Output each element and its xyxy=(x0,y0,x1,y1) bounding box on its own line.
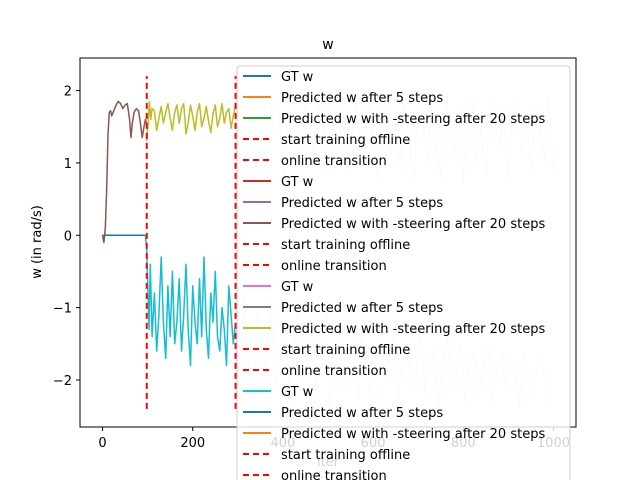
y-axis: −2 −1 0 1 2 xyxy=(53,85,80,389)
x-tick-label: 200 xyxy=(180,436,205,451)
y-tick-label: −2 xyxy=(53,374,72,389)
legend-label: Predicted w after 5 steps xyxy=(281,91,443,106)
series-line-4 xyxy=(144,235,237,367)
series-line-0 xyxy=(101,100,148,244)
legend-label: start training offline xyxy=(281,448,410,463)
y-tick-label: 0 xyxy=(64,229,72,244)
legend-label: GT w xyxy=(281,70,314,85)
legend-label: GT w xyxy=(281,280,314,295)
y-axis-title: w (in rad/s) xyxy=(30,205,45,279)
y-tick-label: −1 xyxy=(53,302,72,317)
y-tick-label: 1 xyxy=(64,157,72,172)
legend-label: online transition xyxy=(281,154,387,169)
legend-box xyxy=(236,65,571,480)
legend-label: start training offline xyxy=(281,133,410,148)
legend-label: online transition xyxy=(281,469,387,480)
legend-label: Predicted w after 5 steps xyxy=(281,406,443,421)
legend-label: start training offline xyxy=(281,238,410,253)
chart-title: w xyxy=(322,37,333,53)
legend-label: GT w xyxy=(281,175,314,190)
x-tick-label: 0 xyxy=(98,436,106,451)
series-line-1 xyxy=(145,100,237,142)
legend-label: Predicted w after 5 steps xyxy=(281,196,443,211)
legend-label: Predicted w with -steering after 20 step… xyxy=(281,427,545,442)
legend-label: online transition xyxy=(281,364,387,379)
legend-label: Predicted w with -steering after 20 step… xyxy=(281,322,545,337)
legend-label: Predicted w with -steering after 20 step… xyxy=(281,112,545,127)
legend-label: Predicted w with -steering after 20 step… xyxy=(281,217,545,232)
legend-label: GT w xyxy=(281,385,314,400)
legend-label: start training offline xyxy=(281,343,410,358)
legend-label: online transition xyxy=(281,259,387,274)
legend: GT w Predicted w after 5 steps Predicted w… xyxy=(236,65,571,480)
legend-label: Predicted w after 5 steps xyxy=(281,301,443,316)
y-tick-label: 2 xyxy=(64,85,72,100)
